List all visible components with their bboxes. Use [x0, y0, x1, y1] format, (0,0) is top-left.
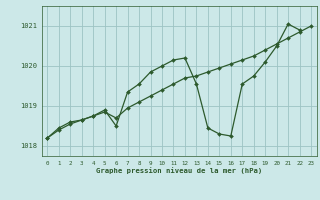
X-axis label: Graphe pression niveau de la mer (hPa): Graphe pression niveau de la mer (hPa): [96, 167, 262, 174]
